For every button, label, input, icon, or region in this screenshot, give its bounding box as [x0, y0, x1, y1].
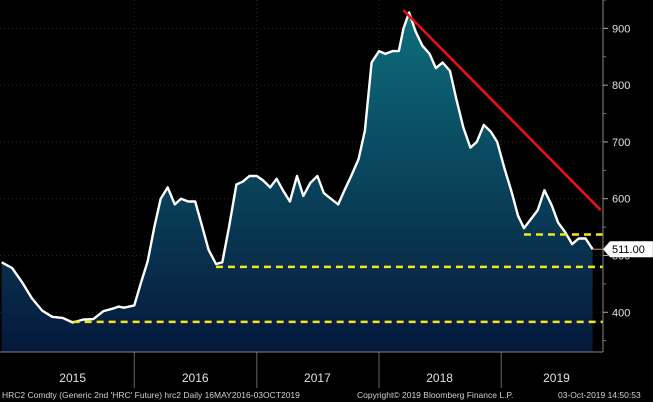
- ticker-description: HRC2 Comdty (Generic 2nd 'HRC' Future) h…: [2, 390, 300, 400]
- y-tick-label-400: 400: [612, 307, 630, 319]
- x-tick-label-2016: 2016: [182, 371, 209, 385]
- x-tick-label-2018: 2018: [426, 371, 453, 385]
- series-line: [1, 11, 594, 324]
- last-value-label: 511.00: [612, 244, 645, 256]
- y-tick-label-800: 800: [612, 80, 630, 92]
- x-tick-label-2017: 2017: [304, 371, 331, 385]
- x-tick-label-2015: 2015: [59, 371, 86, 385]
- timestamp: 03-Oct-2019 14:50:53: [558, 390, 641, 400]
- footer: HRC2 Comdty (Generic 2nd 'HRC' Future) h…: [0, 389, 653, 402]
- last-value-marker: 511.00: [602, 240, 653, 258]
- trendline-resistance: [402, 9, 602, 211]
- axes: 4005006007008009002015201620172018201951…: [0, 0, 653, 388]
- y-tick-label-900: 900: [612, 23, 630, 35]
- y-tick-label-700: 700: [612, 137, 630, 149]
- copyright: Copyright© 2019 Bloomberg Finance L.P.: [357, 390, 514, 400]
- x-tick-label-2019: 2019: [543, 371, 570, 385]
- y-tick-label-600: 600: [612, 194, 630, 206]
- last-value-box: [602, 240, 653, 258]
- annotations: [72, 9, 603, 324]
